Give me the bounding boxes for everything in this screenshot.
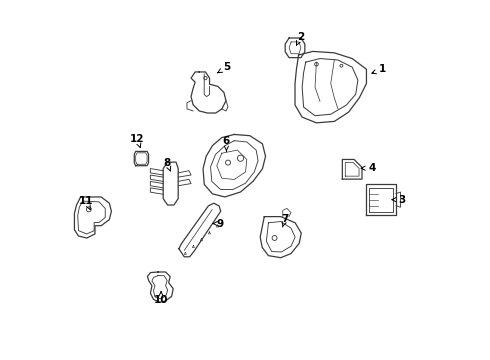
Text: 11: 11 — [79, 197, 93, 210]
Text: 8: 8 — [164, 158, 171, 171]
Text: 4: 4 — [361, 163, 375, 173]
Text: 9: 9 — [213, 219, 223, 229]
Text: 1: 1 — [372, 64, 386, 74]
Text: 10: 10 — [154, 292, 168, 305]
Text: 7: 7 — [281, 214, 289, 227]
Text: 6: 6 — [223, 136, 230, 151]
Text: 3: 3 — [392, 195, 406, 204]
Text: 5: 5 — [218, 63, 230, 73]
Text: 12: 12 — [130, 134, 145, 148]
Text: 2: 2 — [296, 32, 304, 45]
